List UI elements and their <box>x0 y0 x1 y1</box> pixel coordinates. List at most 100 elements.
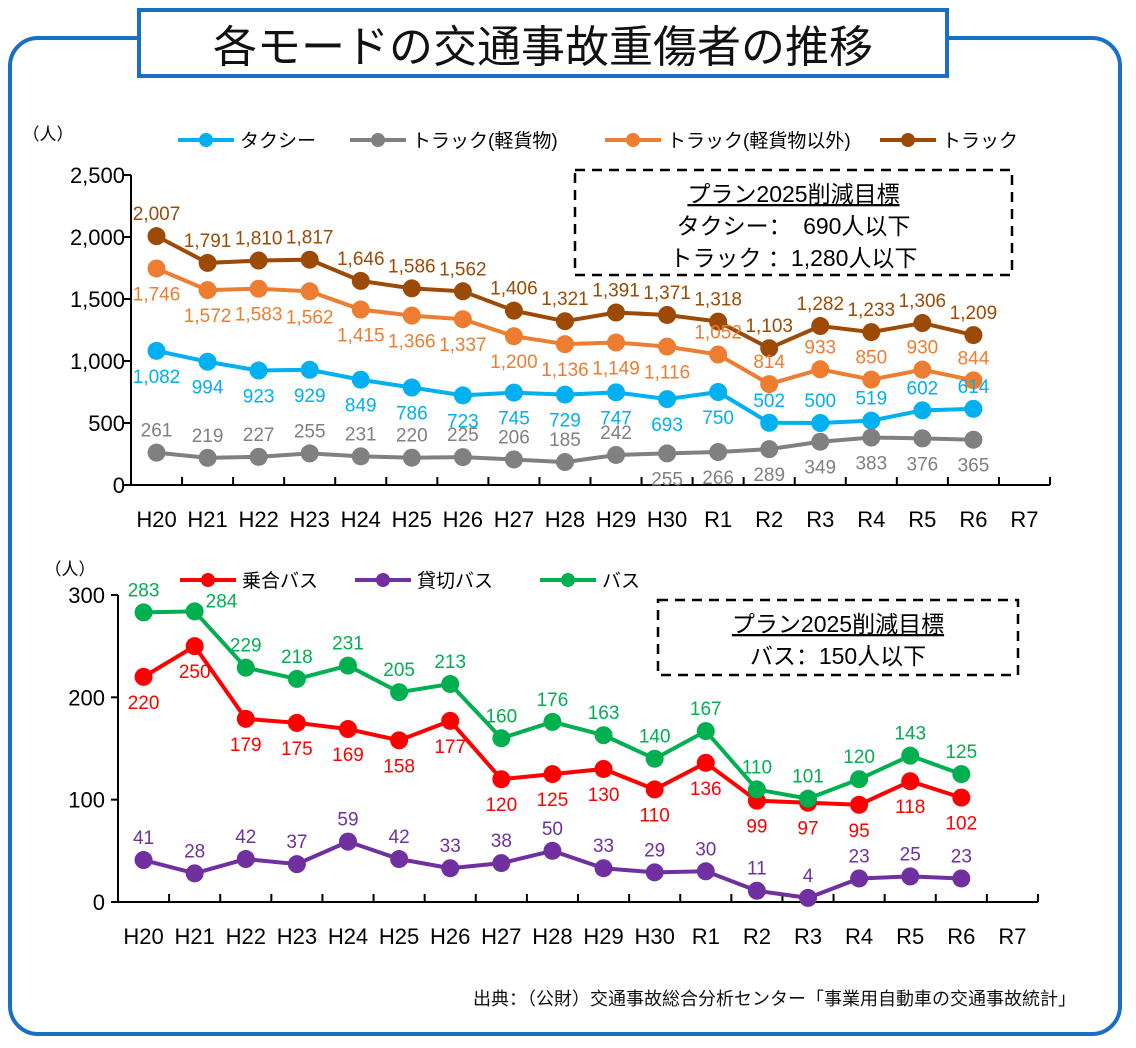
data-point <box>811 414 830 432</box>
data-label: 844 <box>958 348 990 369</box>
data-point <box>594 726 613 745</box>
data-label: 1,746 <box>133 284 181 305</box>
data-point <box>351 370 370 389</box>
data-point <box>249 251 268 270</box>
y-tick-label: 500 <box>88 411 125 436</box>
data-point <box>236 658 255 677</box>
data-label: 110 <box>742 757 772 778</box>
data-point <box>964 430 983 449</box>
data-point <box>198 352 217 371</box>
data-label: 1,562 <box>439 259 487 280</box>
data-point <box>645 863 664 882</box>
y-tick-label: 200 <box>68 685 105 710</box>
data-label: 160 <box>485 706 517 727</box>
data-label: 125 <box>537 790 569 811</box>
series-4 <box>147 227 983 358</box>
data-point <box>441 859 460 878</box>
data-point <box>760 339 779 358</box>
target-box-line: バス：150人以下 <box>750 643 926 669</box>
data-point <box>441 675 460 694</box>
data-label: 23 <box>849 846 870 867</box>
x-tick-label: H24 <box>341 507 381 532</box>
data-label: 502 <box>753 391 785 412</box>
data-point <box>799 789 817 808</box>
x-tick-label: H22 <box>226 924 266 949</box>
data-point <box>952 788 971 807</box>
x-tick-label: R7 <box>998 924 1026 949</box>
data-point <box>952 869 971 888</box>
data-point <box>453 310 472 329</box>
x-tick-label: R1 <box>692 924 720 949</box>
data-point <box>760 375 779 394</box>
data-label: 1,209 <box>950 303 998 324</box>
x-tick-label: R6 <box>959 507 987 532</box>
data-label: 37 <box>286 832 307 853</box>
data-point <box>134 851 153 870</box>
x-tick-label: H29 <box>583 924 623 949</box>
legend-marker <box>561 573 575 587</box>
data-label: 99 <box>746 817 767 838</box>
data-point <box>249 361 268 380</box>
x-tick-label: H30 <box>647 507 687 532</box>
data-label: 102 <box>945 814 977 835</box>
data-label: 218 <box>281 647 313 668</box>
x-tick-label: H24 <box>328 924 368 949</box>
x-tick-label: H25 <box>379 924 419 949</box>
data-label: 849 <box>345 396 377 417</box>
data-label: 29 <box>644 840 665 861</box>
data-point <box>709 383 728 401</box>
legend-marker <box>376 573 390 587</box>
data-label: 723 <box>447 411 479 432</box>
data-label: 125 <box>945 742 977 763</box>
data-label: 95 <box>849 821 870 842</box>
data-point <box>287 713 306 732</box>
data-label: 220 <box>128 693 160 714</box>
data-point <box>594 859 613 878</box>
data-label: 169 <box>332 745 364 766</box>
data-point <box>390 850 409 869</box>
data-label: 1,583 <box>235 305 283 326</box>
data-point <box>658 305 677 324</box>
series-labels-3: 283 284 229 218 231 205 213 160 176 163 140 167 110 1… <box>128 580 977 787</box>
data-point <box>300 250 319 269</box>
legend-label: 乗合バス <box>242 570 318 592</box>
data-point <box>351 271 370 290</box>
target-box-title: プラン2025削減目標 <box>732 611 944 637</box>
data-label: 349 <box>804 458 836 479</box>
y-tick-label: 0 <box>93 890 105 915</box>
data-label: 383 <box>855 454 887 475</box>
data-label: 614 <box>958 377 990 398</box>
data-point <box>862 428 881 447</box>
data-point <box>913 401 932 420</box>
data-point <box>543 841 562 860</box>
data-label: 376 <box>907 454 939 475</box>
y-tick-label: 0 <box>113 473 125 498</box>
data-label: 38 <box>491 831 512 852</box>
series-1 <box>147 341 983 432</box>
x-tick-label: H27 <box>481 924 521 949</box>
data-point <box>236 850 255 869</box>
data-point <box>901 772 920 791</box>
data-point <box>555 335 574 354</box>
data-point <box>402 279 421 298</box>
data-point <box>390 683 409 702</box>
data-label: 23 <box>951 846 972 867</box>
data-label: 994 <box>192 378 224 399</box>
y-tick-label: 1,000 <box>70 349 125 374</box>
data-point <box>402 306 421 325</box>
data-label: 1,371 <box>643 283 691 304</box>
data-point <box>901 746 920 765</box>
y-tick-label: 2,000 <box>70 225 125 250</box>
data-label: 1,791 <box>184 231 232 252</box>
data-point <box>658 444 677 463</box>
data-point <box>300 360 319 379</box>
x-tick-label: R5 <box>908 507 936 532</box>
data-label: 179 <box>230 735 262 756</box>
target-box-line: タクシー： 690人以下 <box>677 213 911 239</box>
data-point <box>901 867 920 886</box>
target-box <box>573 168 1014 277</box>
data-label: 266 <box>702 468 734 489</box>
data-label: 59 <box>337 810 358 831</box>
